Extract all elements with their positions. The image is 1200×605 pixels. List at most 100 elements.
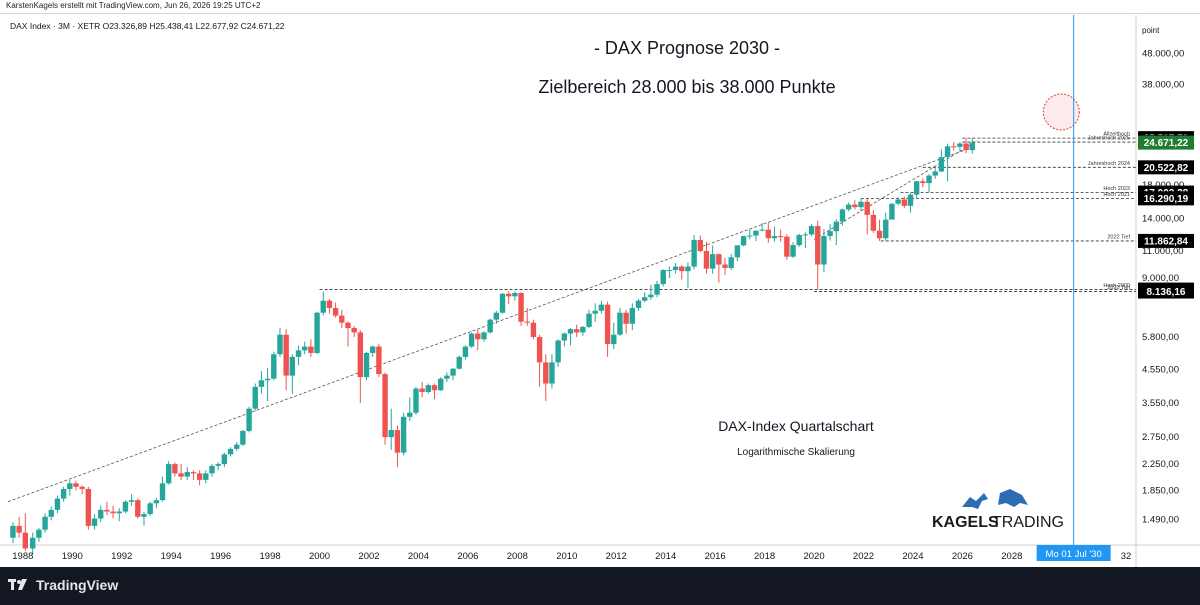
candle-body <box>314 312 320 353</box>
trendline <box>813 140 978 240</box>
candle-body <box>796 234 802 246</box>
chart-credit-bar: KarstenKagels erstellt mit TradingView.c… <box>0 0 1200 14</box>
candle <box>16 516 22 538</box>
candle-body <box>147 503 153 515</box>
candle <box>672 263 679 274</box>
candle-body <box>493 312 500 320</box>
candle-body <box>691 239 697 267</box>
candle <box>660 269 666 287</box>
candle-body <box>159 483 166 501</box>
candle <box>870 210 877 233</box>
chart-credit: KarstenKagels erstellt mit TradingView.c… <box>6 1 261 10</box>
candle-body <box>549 362 555 384</box>
candle-body <box>351 328 357 333</box>
candle-body <box>339 315 345 323</box>
candle <box>926 174 932 193</box>
candle-body <box>876 230 883 239</box>
candle-body <box>852 204 858 208</box>
level-line-label: Hoch 2023 <box>1103 186 1130 192</box>
candle <box>913 180 920 198</box>
candle <box>351 325 357 337</box>
candle <box>215 462 221 471</box>
candle-body <box>512 292 518 297</box>
candle-body <box>920 181 926 184</box>
candle-body <box>666 270 673 272</box>
candle-body <box>407 412 413 417</box>
candle-body <box>209 465 215 474</box>
candle-body <box>128 500 135 502</box>
candle <box>901 196 907 209</box>
level-line-label: Hoch 2021 <box>1103 192 1130 198</box>
price-level-label-bg <box>1138 135 1194 150</box>
candle <box>697 235 704 253</box>
candle-body <box>468 333 475 347</box>
candle <box>580 325 586 336</box>
candle-body <box>623 312 629 324</box>
candles <box>10 138 975 555</box>
candle-body <box>697 239 704 252</box>
candle-body <box>98 509 104 519</box>
candle-body <box>536 336 543 363</box>
candle <box>932 167 938 179</box>
candle-body <box>271 354 277 379</box>
candle-body <box>753 230 759 236</box>
candle <box>611 322 617 350</box>
y-tick-label: 2.250,00 <box>1142 459 1179 470</box>
candle-body <box>604 304 611 345</box>
candle-body <box>957 143 963 147</box>
candle-body <box>611 334 617 345</box>
candle-body <box>295 350 302 357</box>
candle <box>907 192 914 213</box>
candle-body <box>16 525 22 533</box>
price-level-label: 11.862,84 <box>1138 233 1194 248</box>
candle <box>159 476 166 502</box>
candle-body <box>487 319 493 333</box>
price-level-label: 20.522,82 <box>1138 160 1194 175</box>
candle <box>252 383 258 411</box>
candle-body <box>815 226 821 265</box>
candle-body <box>141 514 147 517</box>
candle-body <box>573 329 580 333</box>
candle-body <box>518 292 524 322</box>
candle <box>821 229 827 273</box>
candle <box>246 406 252 433</box>
candle <box>759 223 765 232</box>
chart-area[interactable]: Allzeithoch Jahreshoch 2025 Jahreshoch 202… <box>0 15 1200 567</box>
candle <box>648 284 654 300</box>
price-level-label: 24.671,22 <box>1138 135 1194 150</box>
candle <box>833 219 839 246</box>
candle <box>938 149 945 173</box>
candle-body <box>926 175 932 184</box>
candle-body <box>369 346 376 353</box>
candle-body <box>598 304 605 311</box>
candle-body <box>332 307 339 316</box>
chart-subtitle: Zielbereich 28.000 bis 38.000 Punkte <box>538 77 835 97</box>
x-tick-label: 2018 <box>754 551 775 562</box>
price-level-label-bg <box>1138 191 1194 206</box>
candle <box>67 479 73 496</box>
tradingview-brand[interactable]: TradingView <box>8 577 118 593</box>
y-tick-label: 1.850,00 <box>1142 485 1179 496</box>
candle <box>178 464 184 480</box>
logo-text-a: KAGELS <box>932 514 999 531</box>
candle-body <box>22 532 29 549</box>
bull-icon <box>962 493 988 509</box>
candle-body <box>30 537 36 549</box>
candle <box>784 234 790 260</box>
candle <box>635 298 642 311</box>
candle <box>753 230 759 242</box>
candle-body <box>116 511 122 514</box>
logo-text-b: TRADING <box>992 514 1064 531</box>
candle-body <box>734 245 741 258</box>
candle-body <box>320 300 326 313</box>
x-tick-label: 2008 <box>507 551 528 562</box>
candle-body <box>944 146 951 158</box>
candle <box>530 319 537 340</box>
candle <box>505 291 512 305</box>
candle <box>481 331 487 342</box>
candle <box>765 222 772 243</box>
candle <box>419 381 425 398</box>
candle <box>332 302 339 318</box>
